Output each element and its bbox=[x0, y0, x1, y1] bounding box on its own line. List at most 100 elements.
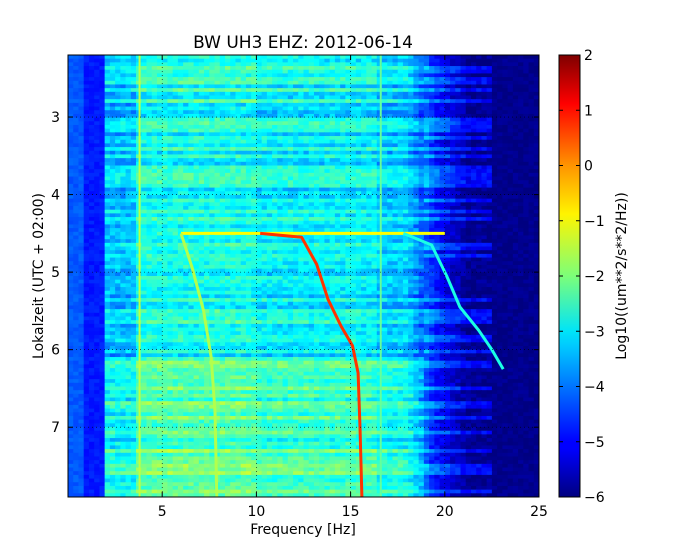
heatmap-cell bbox=[518, 228, 524, 233]
heatmap-cell bbox=[156, 209, 163, 214]
heatmap-cell bbox=[429, 206, 435, 211]
heatmap-cell bbox=[141, 165, 148, 170]
heatmap-cell bbox=[240, 213, 247, 218]
heatmap-cell bbox=[99, 191, 106, 196]
heatmap-cell bbox=[402, 187, 409, 192]
heatmap-cell bbox=[214, 113, 221, 119]
heatmap-cell bbox=[313, 246, 320, 251]
heatmap-cell bbox=[73, 88, 80, 93]
heatmap-cell bbox=[130, 62, 137, 67]
heatmap-cell bbox=[334, 253, 341, 259]
heatmap-cell bbox=[177, 55, 184, 60]
heatmap-cell bbox=[518, 206, 524, 211]
heatmap-cell bbox=[287, 150, 294, 156]
heatmap-cell bbox=[418, 117, 425, 122]
heatmap-cell bbox=[68, 66, 74, 71]
heatmap-cell bbox=[345, 73, 352, 78]
heatmap-cell bbox=[465, 154, 472, 159]
heatmap-cell bbox=[141, 250, 148, 255]
heatmap-cell bbox=[88, 191, 95, 196]
heatmap-cell bbox=[507, 110, 514, 115]
heatmap-cell bbox=[423, 187, 430, 192]
heatmap-cell bbox=[502, 84, 509, 89]
heatmap-cell bbox=[88, 206, 95, 211]
heatmap-cell bbox=[450, 180, 456, 185]
heatmap-cell bbox=[455, 121, 462, 126]
heatmap-cell bbox=[156, 88, 163, 93]
heatmap-cell bbox=[502, 154, 509, 159]
heatmap-cell bbox=[345, 91, 352, 97]
heatmap-cell bbox=[156, 224, 163, 229]
heatmap-cell bbox=[371, 187, 378, 192]
heatmap-cell bbox=[376, 194, 383, 200]
heatmap-cell bbox=[167, 99, 174, 104]
heatmap-cell bbox=[366, 217, 373, 222]
heatmap-cell bbox=[193, 191, 200, 196]
heatmap-cell bbox=[429, 69, 435, 75]
heatmap-cell bbox=[256, 69, 263, 75]
heatmap-cell bbox=[387, 143, 394, 148]
heatmap-cell bbox=[282, 62, 289, 67]
heatmap-cell bbox=[340, 147, 346, 152]
heatmap-cell bbox=[450, 246, 456, 251]
heatmap-cell bbox=[193, 158, 200, 163]
heatmap-cell bbox=[120, 102, 127, 108]
heatmap-cell bbox=[282, 165, 289, 170]
heatmap-cell bbox=[334, 77, 341, 82]
heatmap-cell bbox=[439, 250, 446, 255]
heatmap-cell bbox=[88, 124, 95, 130]
heatmap-cell bbox=[465, 88, 472, 93]
heatmap-cell bbox=[78, 206, 85, 211]
heatmap-cell bbox=[261, 161, 268, 167]
heatmap-cell bbox=[423, 62, 430, 67]
heatmap-cell bbox=[418, 172, 425, 178]
heatmap-cell bbox=[172, 220, 179, 226]
heatmap-cell bbox=[502, 69, 509, 75]
heatmap-cell bbox=[282, 147, 289, 152]
heatmap-cell bbox=[455, 235, 462, 240]
heatmap-cell bbox=[146, 80, 153, 86]
heatmap-cell bbox=[434, 110, 441, 115]
heatmap-cell bbox=[502, 250, 509, 255]
heatmap-cell bbox=[146, 202, 153, 207]
heatmap-cell bbox=[402, 77, 409, 82]
heatmap-cell bbox=[382, 235, 388, 240]
heatmap-cell bbox=[266, 95, 273, 100]
heatmap-cell bbox=[68, 136, 74, 141]
heatmap-cell bbox=[167, 88, 174, 93]
heatmap-cell bbox=[104, 143, 111, 148]
heatmap-cell bbox=[434, 206, 441, 211]
heatmap-cell bbox=[345, 117, 352, 122]
heatmap-cell bbox=[104, 172, 111, 178]
heatmap-cell bbox=[408, 73, 414, 78]
heatmap-cell bbox=[99, 194, 106, 200]
heatmap-cell bbox=[156, 253, 163, 259]
heatmap-cell bbox=[303, 88, 310, 93]
heatmap-cell bbox=[73, 121, 80, 126]
heatmap-cell bbox=[68, 117, 74, 122]
heatmap-cell bbox=[172, 55, 179, 60]
heatmap-cell bbox=[387, 136, 394, 141]
heatmap-cell bbox=[177, 176, 184, 181]
heatmap-cell bbox=[476, 213, 483, 218]
heatmap-cell bbox=[287, 250, 294, 255]
heatmap-cell bbox=[340, 124, 346, 130]
heatmap-cell bbox=[83, 209, 90, 214]
heatmap-cell bbox=[94, 121, 100, 126]
heatmap-cell bbox=[387, 132, 394, 137]
heatmap-cell bbox=[455, 246, 462, 251]
heatmap-cell bbox=[282, 88, 289, 93]
heatmap-cell bbox=[319, 62, 326, 67]
heatmap-cell bbox=[491, 235, 498, 240]
heatmap-cell bbox=[340, 235, 346, 240]
heatmap-cell bbox=[308, 80, 315, 86]
heatmap-cell bbox=[156, 191, 163, 196]
heatmap-cell bbox=[78, 154, 85, 159]
heatmap-cell bbox=[235, 77, 242, 82]
heatmap-cell bbox=[465, 228, 472, 233]
heatmap-cell bbox=[523, 55, 530, 60]
heatmap-cell bbox=[387, 206, 394, 211]
heatmap-cell bbox=[204, 176, 210, 181]
heatmap-cell bbox=[287, 106, 294, 111]
heatmap-cell bbox=[486, 191, 493, 196]
